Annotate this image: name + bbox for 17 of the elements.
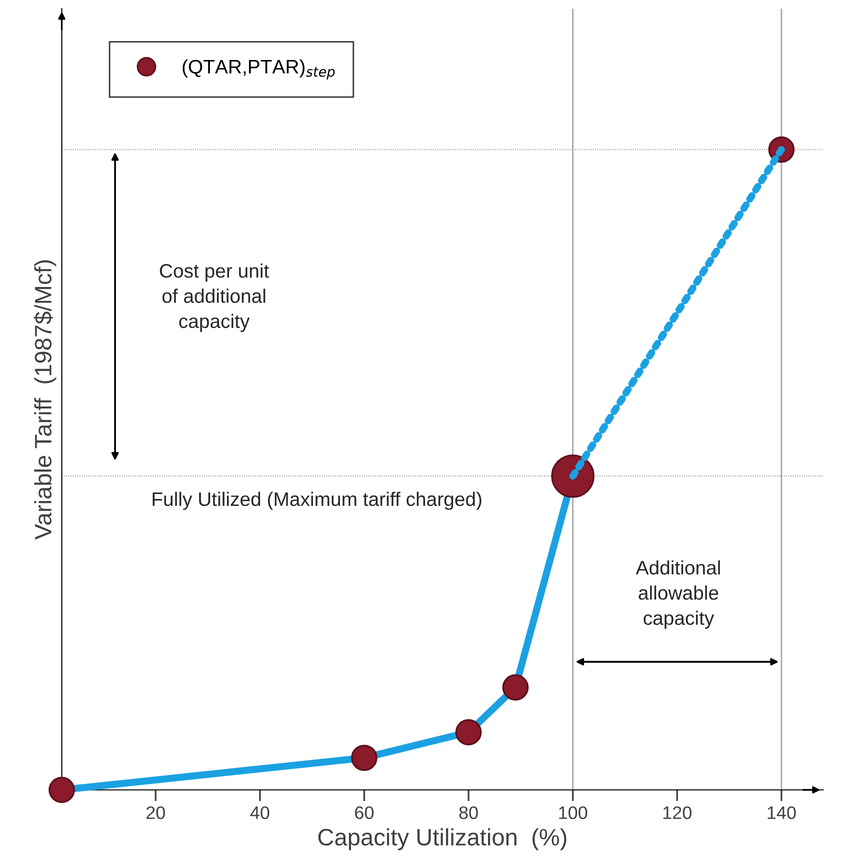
annotation: Fully Utilized (Maximum tariff charged)	[152, 492, 482, 510]
x-tick-label: 80	[459, 806, 478, 820]
point	[351, 744, 378, 772]
x-tick-label: 100	[559, 806, 588, 820]
annotation: Cost per unit of additional capacity	[160, 263, 270, 332]
legend-label: (QTAR,PTAR)$_{step}$	[182, 59, 335, 80]
x-tick-label: 140	[768, 806, 796, 820]
y-axis-title: Variable Tariff (1987$/Mcf)	[34, 260, 56, 540]
point	[502, 674, 529, 701]
x-tick-label: 60	[355, 806, 374, 820]
annotation: Additional allowable capacity	[636, 560, 720, 629]
x-tick-label: 40	[250, 806, 270, 820]
point	[455, 719, 482, 746]
x-tick-label: 120	[663, 806, 692, 820]
x-tick-label: 20	[146, 806, 165, 820]
point	[48, 776, 75, 804]
x-axis-title: Capacity Utilization (%)	[318, 828, 566, 850]
